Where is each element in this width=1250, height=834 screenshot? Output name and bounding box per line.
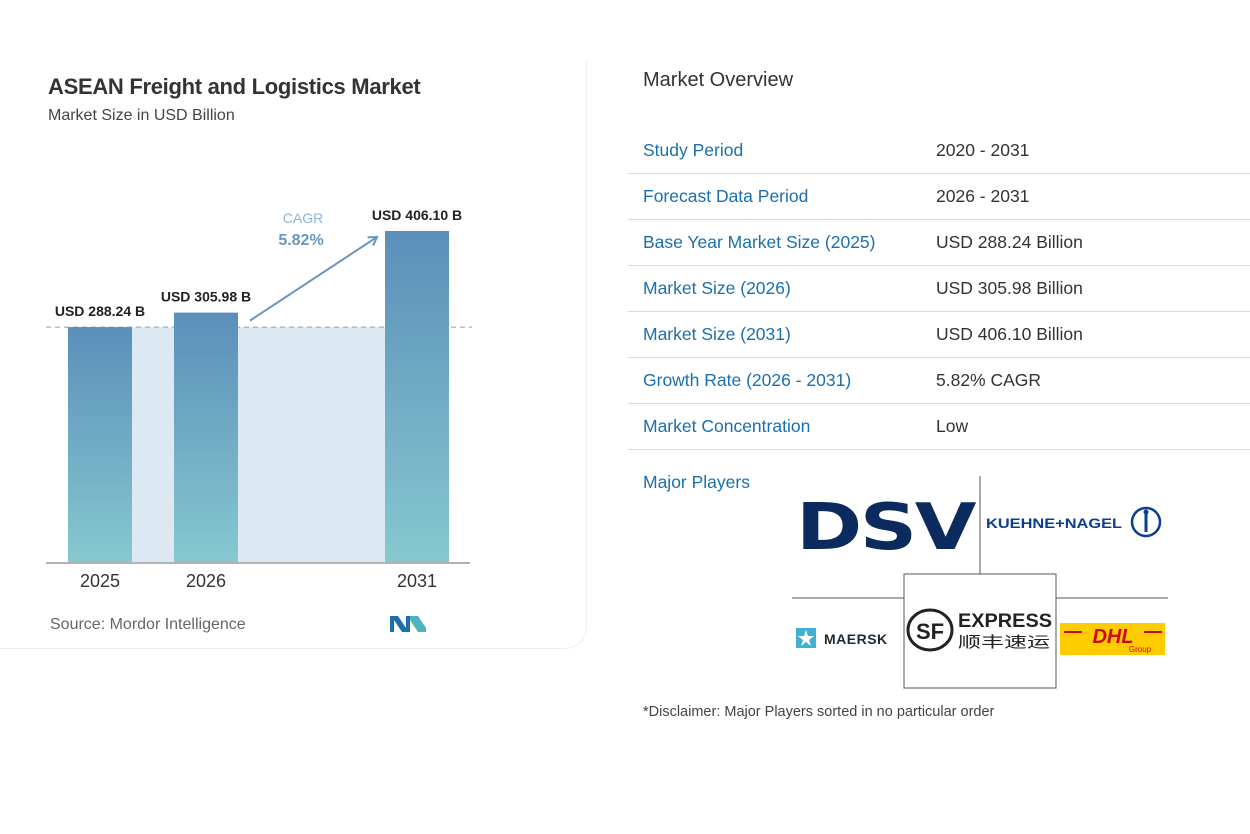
row-label: Market Size (2026)	[628, 265, 936, 312]
table-row: Market Size (2026) USD 305.98 Billion	[628, 265, 1250, 312]
tick-label-2031: 2031	[397, 571, 437, 591]
dhl-text: DHL	[1092, 626, 1133, 648]
maersk-star-icon	[796, 628, 816, 648]
row-label: Market Concentration	[628, 403, 936, 450]
row-value: USD 288.24 Billion	[936, 219, 1250, 266]
row-label: Base Year Market Size (2025)	[628, 219, 936, 266]
bar-2025	[68, 327, 132, 562]
dhl-group-text: Group	[1129, 645, 1152, 654]
sf-mark: SF	[916, 619, 944, 644]
overview-title: Market Overview	[643, 69, 794, 91]
table-row: Market Size (2031) USD 406.10 Billion	[628, 311, 1250, 358]
disclaimer: *Disclaimer: Major Players sorted in no …	[643, 704, 995, 720]
bar-2031	[385, 231, 449, 562]
row-value: USD 305.98 Billion	[936, 265, 1250, 312]
row-value: 2020 - 2031	[936, 128, 1250, 174]
anchor-icon	[1130, 506, 1162, 538]
row-value: Low	[936, 403, 1250, 450]
maersk-logo: MAERSK	[824, 631, 888, 647]
row-value: 2026 - 2031	[936, 173, 1250, 220]
bar-2026	[174, 312, 238, 562]
sf-chinese-text: 顺丰速运	[958, 633, 1050, 651]
overview-table: Study Period 2020 - 2031 Forecast Data Pe…	[628, 128, 1250, 450]
sf-express-logo: SF EXPRESS 顺丰速运	[906, 608, 1052, 652]
row-label: Study Period	[628, 128, 936, 174]
row-label: Growth Rate (2026 - 2031)	[628, 357, 936, 404]
data-label-2025: USD 288.24 B	[55, 303, 145, 319]
mordor-logo-icon	[390, 616, 426, 632]
table-row: Study Period 2020 - 2031	[628, 128, 1250, 174]
row-label: Market Size (2031)	[628, 311, 936, 358]
dhl-logo: DHL Group	[1060, 623, 1165, 655]
table-row: Base Year Market Size (2025) USD 288.24 B…	[628, 219, 1250, 266]
row-label: Forecast Data Period	[628, 173, 936, 220]
dsv-logo: DSV	[796, 491, 977, 565]
bar-chart: 2025 USD 288.24 B 2026 USD 305.98 B 2031 USD …	[46, 207, 472, 591]
row-value: USD 406.10 Billion	[936, 311, 1250, 358]
cagr-label: CAGR	[283, 210, 323, 226]
kuehne-nagel-logo: KUEHNE+NAGEL	[986, 516, 1122, 531]
cagr-value: 5.82%	[278, 232, 323, 249]
major-players-logos: DSV KUEHNE+NAGEL MAERSK SF EXPRESS 顺丰速运 …	[792, 476, 1168, 689]
cagr-arrow	[249, 235, 379, 322]
chart-title: ASEAN Freight and Logistics Market	[48, 74, 421, 99]
major-players-label: Major Players	[643, 472, 750, 492]
table-row: Market Concentration Low	[628, 403, 1250, 450]
row-value: 5.82% CAGR	[936, 357, 1250, 404]
tick-label-2026: 2026	[186, 571, 226, 591]
tick-label-2025: 2025	[80, 571, 120, 591]
table-row: Growth Rate (2026 - 2031) 5.82% CAGR	[628, 357, 1250, 404]
source-text: Source: Mordor Intelligence	[50, 616, 246, 633]
sf-express-text: EXPRESS	[958, 611, 1052, 632]
data-label-2026: USD 305.98 B	[161, 289, 251, 305]
table-row: Forecast Data Period 2026 - 2031	[628, 173, 1250, 220]
data-label-2031: USD 406.10 B	[372, 207, 462, 223]
chart-subtitle: Market Size in USD Billion	[48, 107, 235, 124]
